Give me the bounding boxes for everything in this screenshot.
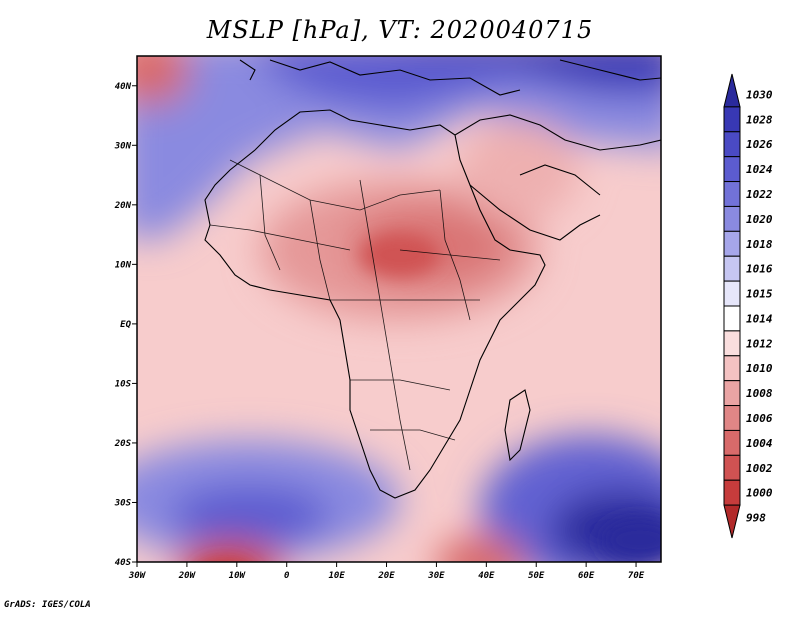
colorbar-label: 1008	[746, 387, 773, 400]
colorbar-label: 1022	[746, 188, 773, 201]
x-axis: 30W 20W 10W 0 10E 20E 30E 40E 50E 60E 70E	[128, 562, 645, 581]
colorbar-swatch	[723, 280, 741, 307]
x-tick-label: 10W	[229, 571, 247, 581]
plot-frame	[136, 55, 662, 563]
colorbar-swatch	[723, 330, 741, 357]
y-tick-label: 10N	[115, 260, 132, 270]
colorbar-swatch	[723, 131, 741, 158]
colorbar-swatch	[723, 454, 741, 481]
colorbar-swatch	[723, 355, 741, 382]
chart-title: MSLP [hPa], VT: 2020040715	[206, 16, 594, 44]
colorbar-swatch	[723, 429, 741, 456]
y-axis: 40N 30N 20N 10N EQ 10S 20S 30S 40S	[114, 82, 137, 568]
colorbar-label: 1004	[746, 437, 773, 450]
y-tick-label: 20N	[114, 201, 132, 211]
x-tick-label: 50E	[528, 571, 545, 581]
y-tick-label: 30N	[114, 141, 132, 151]
colorbar: 1030 1028 1026 1024 1022 1020 1018 1016 1015 1014…	[723, 73, 773, 539]
colorbar-label: 1028	[746, 113, 773, 126]
y-tick-label: 40N	[115, 82, 132, 92]
y-tick-label: 10S	[115, 379, 132, 389]
colorbar-swatch	[723, 305, 741, 332]
colorbar-label: 1012	[746, 337, 773, 350]
colorbar-label: 1006	[746, 412, 773, 425]
colorbar-label: 1002	[746, 462, 773, 475]
x-tick-label: 0	[284, 571, 290, 581]
pressure-field	[137, 56, 661, 562]
madagascar-outline	[504, 389, 531, 462]
colorbar-swatch	[723, 205, 741, 232]
colorbar-swatch	[723, 380, 741, 407]
colorbar-label: 1010	[746, 362, 773, 375]
colorbar-label: 1000	[746, 487, 773, 500]
y-tick-label: 30S	[114, 498, 132, 508]
colorbar-label: 1026	[746, 138, 773, 151]
x-tick-label: 60E	[578, 571, 595, 581]
x-tick-label: 40E	[478, 571, 495, 581]
colorbar-swatch	[723, 230, 741, 257]
x-tick-label: 30E	[427, 571, 445, 581]
colorbar-label: 998	[746, 512, 766, 525]
colorbar-label: 1014	[746, 312, 773, 325]
y-tick-label: 20S	[114, 439, 132, 449]
colorbar-swatch	[723, 156, 741, 183]
colorbar-label: 1018	[746, 238, 773, 251]
colorbar-label: 1015	[746, 288, 773, 301]
colorbar-swatch	[723, 181, 741, 207]
x-tick-label: 70E	[628, 571, 645, 581]
colorbar-top-arrow	[723, 73, 741, 108]
colorbar-swatch	[723, 405, 741, 431]
y-tick-label: 40S	[115, 558, 132, 568]
x-tick-label: 20W	[178, 571, 197, 581]
colorbar-label: 1024	[746, 163, 773, 176]
colorbar-swatch	[723, 255, 741, 282]
colorbar-label: 1030	[746, 88, 773, 101]
coastlines	[204, 59, 661, 499]
x-tick-label: 20E	[377, 571, 395, 581]
colorbar-label: 1016	[746, 263, 773, 276]
footer-credit: GrADS: IGES/COLA	[4, 600, 91, 610]
colorbar-swatch	[723, 479, 741, 506]
x-tick-label: 10E	[328, 571, 345, 581]
colorbar-label: 1020	[746, 213, 773, 226]
colorbar-bottom-arrow	[723, 504, 741, 539]
y-tick-label: EQ	[120, 320, 131, 330]
colorbar-swatch	[723, 106, 741, 133]
x-tick-label: 30W	[128, 571, 147, 581]
borders	[209, 159, 501, 471]
